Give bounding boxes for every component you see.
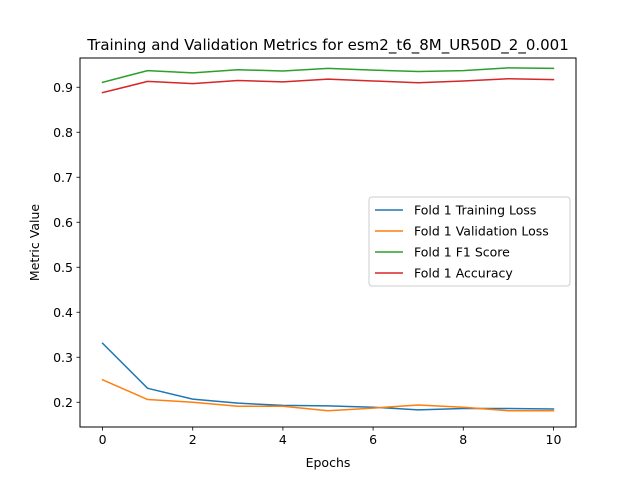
y-tick-label: 0.9 [53, 80, 73, 95]
x-tick-label: 2 [189, 432, 197, 447]
legend-box [368, 196, 571, 287]
y-tick-label: 0.6 [53, 215, 73, 230]
legend-label-4: Fold 1 Accuracy [414, 266, 513, 281]
plot-area-frame [79, 57, 577, 428]
y-tick-label: 0.5 [53, 260, 73, 275]
y-tick-label: 0.2 [53, 395, 73, 410]
y-tick-label: 0.4 [53, 305, 73, 320]
x-axis-title: Epochs [306, 455, 351, 470]
x-tick-label: 0 [99, 432, 107, 447]
series-line-3 [101, 67, 555, 84]
legend-label-3: Fold 1 F1 Score [414, 245, 510, 260]
axis-ticks: 0 2 4 6 8 10 0.2 0.3 0.4 0.5 0.6 0.7 0.8 0.9 [53, 80, 561, 447]
chart-title: Training and Validation Metrics for esm2… [86, 36, 569, 55]
series-lines [101, 67, 555, 412]
y-tick-label: 0.8 [53, 125, 73, 140]
x-tick-label: 4 [279, 432, 287, 447]
y-tick-label: 0.3 [53, 350, 73, 365]
y-tick-label: 0.7 [53, 170, 73, 185]
x-tick-label: 6 [369, 432, 377, 447]
y-axis-title: Metric Value [27, 204, 42, 281]
legend-label-2: Fold 1 Validation Loss [414, 224, 549, 239]
x-tick-label: 8 [459, 432, 467, 447]
series-line-2 [101, 378, 555, 412]
legend: Fold 1 Training Loss Fold 1 Validation Lo… [368, 196, 571, 287]
legend-label-1: Fold 1 Training Loss [414, 203, 536, 218]
series-line-4 [101, 77, 555, 94]
x-tick-label: 10 [546, 432, 562, 447]
